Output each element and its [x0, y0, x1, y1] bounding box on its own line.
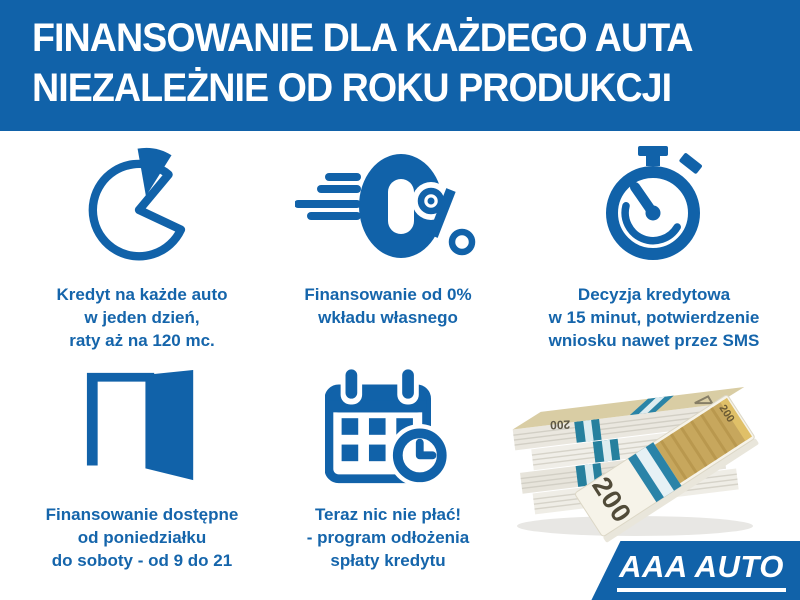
caption-line: spłaty kredytu	[330, 551, 446, 570]
caption-line: wniosku nawet przez SMS	[548, 331, 760, 350]
feature-zero-percent-caption: Finansowanie od 0% wkładu własnego	[272, 283, 504, 329]
caption-line: raty aż na 120 mc.	[69, 331, 215, 350]
feature-decision: Decyzja kredytowa w 15 minut, potwierdze…	[508, 142, 800, 352]
caption-line: od poniedziałku	[77, 528, 207, 547]
banknote-value-top: 200	[550, 417, 571, 432]
caption-line: Finansowanie dostępne	[45, 505, 239, 524]
caption-line: Finansowanie od 0%	[304, 285, 472, 304]
feature-credit: Kredyt na każde auto w jeden dzień, raty…	[18, 142, 266, 352]
caption-line: Teraz nic nie płać!	[314, 505, 462, 524]
feature-credit-caption: Kredyt na każde auto w jeden dzień, raty…	[18, 283, 266, 352]
pie-chart-icon	[18, 142, 266, 270]
header-banner: FINANSOWANIE DLA KAŻDEGO AUTA NIEZALEŻNI…	[0, 0, 800, 131]
money-photo: 200 200 200	[505, 358, 800, 545]
feature-deferred-payment-caption: Teraz nic nie płać! - program odłożenia …	[272, 503, 504, 572]
caption-line: Decyzja kredytowa	[577, 285, 731, 304]
feature-deferred-payment: Teraz nic nie płać! - program odłożenia …	[272, 362, 504, 572]
aaa-auto-logo-inner: AAA AUTO	[599, 549, 786, 592]
feature-availability-caption: Finansowanie dostępne od poniedziałku do…	[18, 503, 266, 572]
caption-line: Kredyt na każde auto	[56, 285, 228, 304]
caption-line: do soboty - od 9 do 21	[51, 551, 233, 570]
caption-line: w jeden dzień,	[84, 308, 200, 327]
aaa-auto-logo: AAA AUTO	[591, 541, 800, 600]
feature-availability: Finansowanie dostępne od poniedziałku do…	[18, 362, 266, 572]
open-door-icon	[18, 362, 266, 490]
feature-zero-percent: Finansowanie od 0% wkładu własnego	[272, 142, 504, 329]
stopwatch-icon	[508, 142, 800, 270]
caption-line: w 15 minut, potwierdzenie	[548, 308, 760, 327]
zero-percent-icon	[272, 142, 504, 270]
caption-line: - program odłożenia	[306, 528, 470, 547]
aaa-auto-logo-text: AAA AUTO	[617, 549, 786, 592]
calendar-clock-icon	[272, 362, 504, 490]
headline-line-2: NIEZALEŻNIE OD ROKU PRODUKCJI	[32, 66, 672, 110]
headline-line-1: FINANSOWANIE DLA KAŻDEGO AUTA	[32, 16, 694, 60]
caption-line: wkładu własnego	[318, 308, 458, 327]
feature-decision-caption: Decyzja kredytowa w 15 minut, potwierdze…	[508, 283, 800, 352]
